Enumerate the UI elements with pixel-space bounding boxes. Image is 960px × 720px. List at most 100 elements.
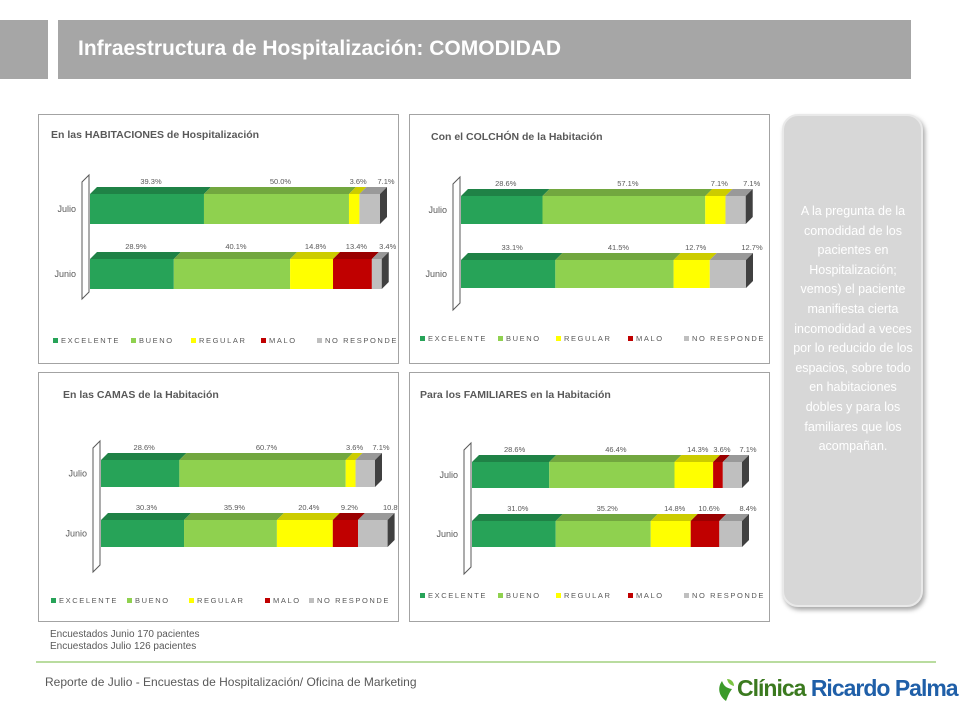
legend-label: MALO xyxy=(269,336,297,345)
data-label: 33.1% xyxy=(502,243,524,252)
chart-camas: Julio 28.6% 60.7% 3.6% 7.1% Junio 30.3% 35.9% 20… xyxy=(51,439,399,605)
bar-top-no-responde xyxy=(359,187,387,194)
legend-swatch-malo xyxy=(261,338,266,343)
chart-habitaciones: Julio 39.3% 50.0% 3.6% 7.1% Junio 28.9% 40.1% 14… xyxy=(53,173,398,345)
chart-axis-wall xyxy=(92,439,101,574)
legend-swatch-regular xyxy=(191,338,196,343)
data-label: 35.2% xyxy=(597,504,619,513)
bar-segment-no-responde xyxy=(709,260,746,288)
data-label: 31.0% xyxy=(507,504,529,513)
data-label: 3.6% xyxy=(346,443,363,452)
chart-panel-colchon: Con el COLCHÓN de la Habitación Julio 28.… xyxy=(409,114,770,364)
bar-segment-bueno xyxy=(549,462,675,488)
legend-label: NO RESPONDE xyxy=(325,336,398,345)
legend-label: REGULAR xyxy=(197,596,244,605)
data-label: 3.6% xyxy=(713,445,730,454)
legend-label: EXCELENTE xyxy=(61,336,120,345)
bar-segment-bueno xyxy=(203,194,349,224)
bar-segment-regular xyxy=(345,460,356,487)
page-title: Infraestructura de Hospitalización: COMO… xyxy=(78,37,562,60)
bar-segment-no-responde xyxy=(358,520,388,547)
chart-colchon: Julio 28.6% 57.1% 7.1% 7.1% Junio 33.1% 41.5% 12… xyxy=(420,175,765,343)
chart-axis-wall xyxy=(452,175,461,312)
data-label: 7.1% xyxy=(743,179,760,188)
legend-label: REGULAR xyxy=(199,336,246,345)
legend-label: BUENO xyxy=(506,334,541,343)
legend-swatch-no-responde xyxy=(684,593,689,598)
bar-segment-regular xyxy=(650,521,691,547)
bar-segment-excelente xyxy=(101,520,185,547)
bar-side-face xyxy=(742,455,749,488)
bar-top-excelente xyxy=(90,252,181,259)
legend-label: BUENO xyxy=(139,336,174,345)
bar-segment-excelente xyxy=(472,462,550,488)
data-label: 20.4% xyxy=(298,503,320,512)
bar-top-regular xyxy=(650,514,698,521)
bar-segment-bueno xyxy=(555,260,674,288)
bar-segment-no-responde xyxy=(722,462,742,488)
legend-label: NO RESPONDE xyxy=(692,591,765,600)
bar-segment-bueno xyxy=(173,259,291,289)
respondents-july-note: Encuestados Julio 126 pacientes xyxy=(50,641,197,652)
bar-segment-regular xyxy=(673,260,710,288)
bar-segment-excelente xyxy=(461,196,543,224)
data-label: 14.3% xyxy=(687,445,709,454)
data-label: 28.9% xyxy=(125,242,147,251)
category-label-julio: Julio xyxy=(68,469,87,479)
legend-swatch-no-responde xyxy=(309,598,314,603)
bar-top-no-responde xyxy=(725,189,753,196)
legend-swatch-regular xyxy=(556,593,561,598)
legend-label: NO RESPONDE xyxy=(317,596,390,605)
legend-swatch-regular xyxy=(556,336,561,341)
bar-top-bueno xyxy=(179,453,353,460)
data-label: 10.8% xyxy=(383,503,399,512)
bar-top-no-responde xyxy=(355,453,382,460)
bar-top-regular xyxy=(673,253,717,260)
bar-segment-malo xyxy=(690,521,720,547)
bar-segment-bueno xyxy=(542,196,706,224)
legend-swatch-bueno xyxy=(498,593,503,598)
header-accent-block xyxy=(0,20,48,79)
bar-top-bueno xyxy=(184,513,284,520)
bar-side-face xyxy=(375,453,382,487)
chart-title: En las HABITACIONES de Hospitalización xyxy=(51,129,260,141)
data-label: 46.4% xyxy=(605,445,627,454)
data-label: 28.6% xyxy=(504,445,526,454)
category-label-junio: Junio xyxy=(425,269,447,279)
bar-top-bueno xyxy=(555,253,681,260)
bar-segment-regular xyxy=(290,259,334,289)
chart-title: Con el COLCHÓN de la Habitación xyxy=(431,131,603,143)
legend-label: MALO xyxy=(273,596,301,605)
respondents-june-note: Encuestados Junio 170 pacientes xyxy=(50,629,200,640)
data-label: 41.5% xyxy=(608,243,630,252)
data-label: 50.0% xyxy=(270,177,292,186)
data-label: 12.7% xyxy=(741,243,763,252)
side-note-card: A la pregunta de la comodidad de los pac… xyxy=(782,114,923,607)
legend-label: MALO xyxy=(636,334,664,343)
bar-top-no-responde xyxy=(358,513,395,520)
footer-divider xyxy=(36,661,936,663)
footer-report-text: Reporte de Julio - Encuestas de Hospital… xyxy=(45,675,417,689)
bar-top-regular xyxy=(276,513,340,520)
data-label: 60.7% xyxy=(256,443,278,452)
legend-swatch-excelente xyxy=(51,598,56,603)
legend-swatch-excelente xyxy=(420,593,425,598)
data-label: 14.8% xyxy=(305,242,327,251)
category-label-junio: Junio xyxy=(65,529,87,539)
legend-label: REGULAR xyxy=(564,334,611,343)
bar-segment-malo xyxy=(333,259,372,289)
bar-segment-no-responde xyxy=(371,259,382,289)
data-label: 35.9% xyxy=(224,503,246,512)
bar-top-excelente xyxy=(101,453,187,460)
bar-side-face xyxy=(746,253,753,288)
bar-segment-malo xyxy=(713,462,723,488)
bar-segment-regular xyxy=(705,196,726,224)
chart-axis-wall xyxy=(463,441,472,576)
chart-title: En las CAMAS de la Habitación xyxy=(63,389,219,401)
bar-segment-excelente xyxy=(90,194,204,224)
bar-top-no-responde xyxy=(719,514,749,521)
data-label: 14.8% xyxy=(664,504,686,513)
legend-swatch-excelente xyxy=(53,338,58,343)
legend-label: NO RESPONDE xyxy=(692,334,765,343)
legend-swatch-bueno xyxy=(131,338,136,343)
